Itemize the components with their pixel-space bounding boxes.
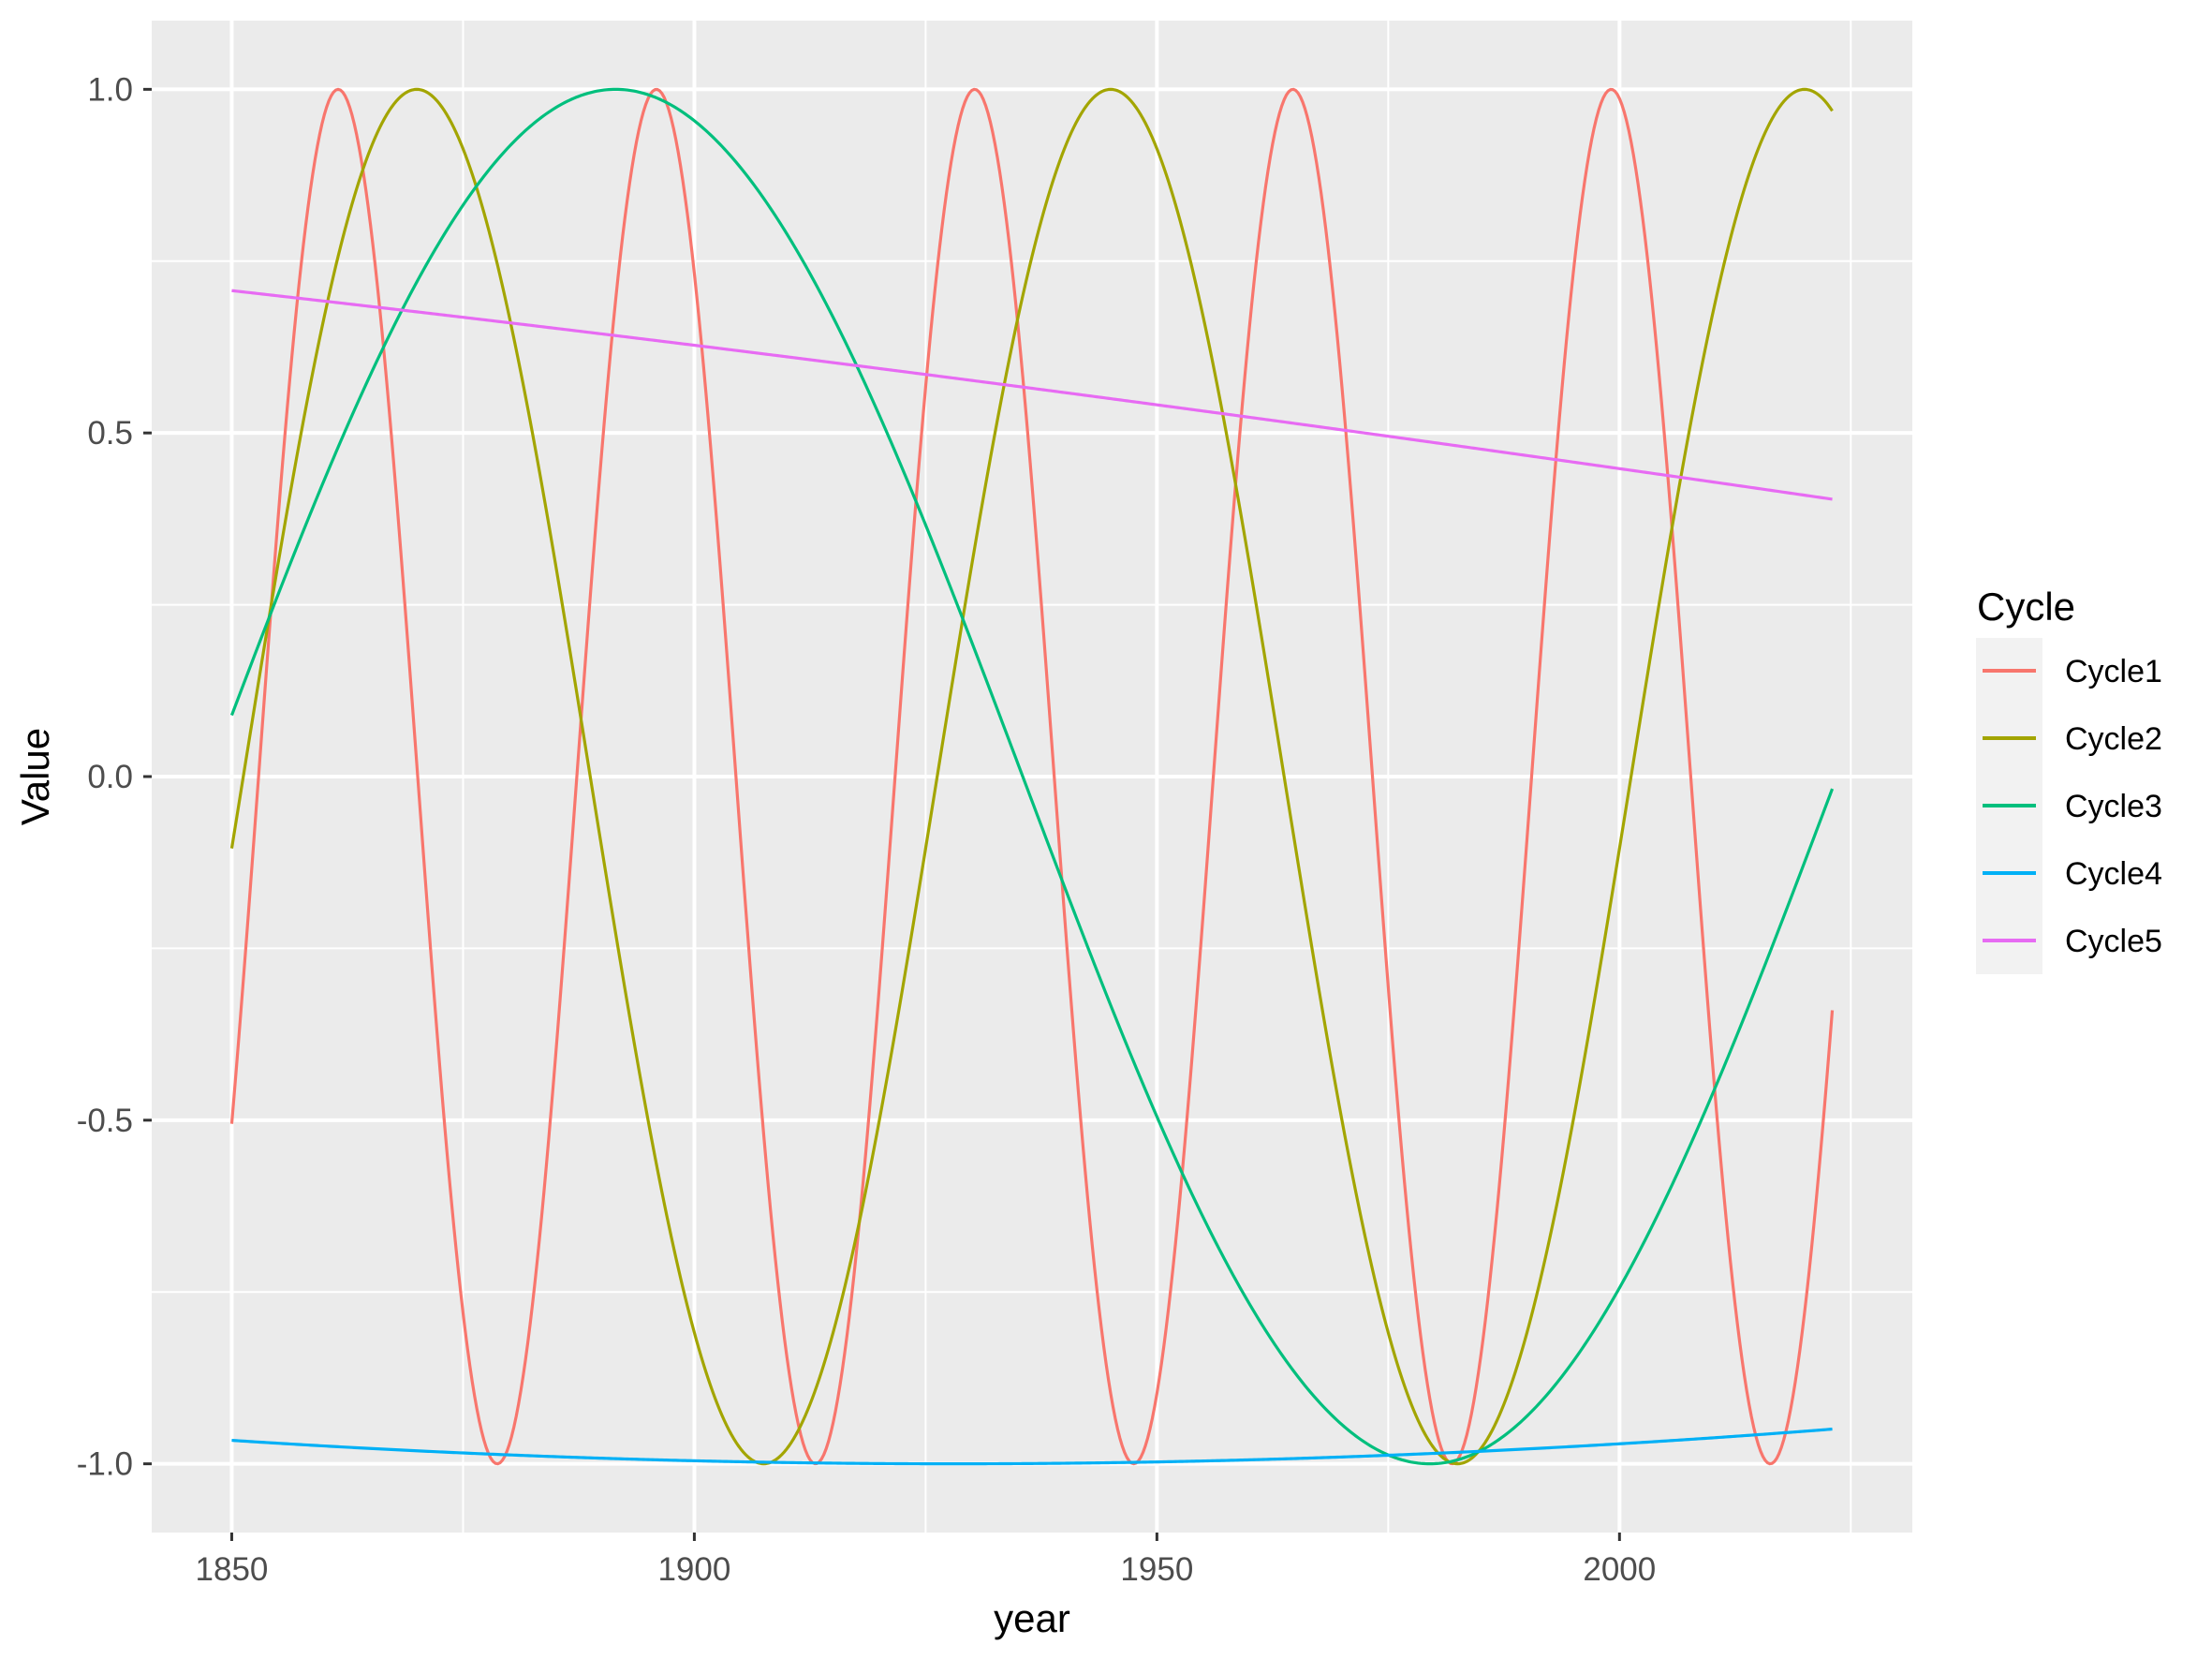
series-line-cycle3 <box>229 87 1835 1466</box>
x-axis-title: year <box>994 1596 1070 1640</box>
y-tick-label: 1.0 <box>87 71 133 108</box>
series-line-cycle1 <box>229 87 1835 1466</box>
legend-label: Cycle4 <box>2065 856 2162 892</box>
x-tick-label: 1950 <box>1120 1551 1193 1588</box>
x-tick-label: 1850 <box>196 1551 269 1588</box>
y-tick-label: -0.5 <box>77 1103 133 1139</box>
legend: Cycle Cycle1 Cycle2 Cycle3 Cycle4 Cycle5 <box>1976 585 2162 974</box>
legend-label: Cycle1 <box>2065 654 2162 689</box>
legend-item-cycle1: Cycle1 <box>1983 654 2162 689</box>
series-line-cycle2 <box>229 87 1834 1466</box>
x-tick-label: 2000 <box>1583 1551 1656 1588</box>
x-axis: 1850 1900 1950 2000 <box>196 1533 1656 1588</box>
legend-item-cycle4: Cycle4 <box>1983 856 2162 892</box>
legend-item-cycle3: Cycle3 <box>1983 789 2162 824</box>
legend-label: Cycle2 <box>2065 721 2162 757</box>
legend-label: Cycle5 <box>2065 924 2162 959</box>
legend-label: Cycle3 <box>2065 789 2162 824</box>
x-tick-label: 1900 <box>657 1551 730 1588</box>
legend-title: Cycle <box>1977 585 2075 629</box>
major-gridlines <box>152 21 1912 1533</box>
y-axis: -1.0 -0.5 0.0 0.5 1.0 <box>77 71 152 1483</box>
series-line-cycle4 <box>231 1427 1833 1466</box>
y-tick-label: -1.0 <box>77 1446 133 1483</box>
legend-item-cycle5: Cycle5 <box>1983 924 2162 959</box>
y-axis-title: Value <box>13 728 57 825</box>
series-lines <box>229 87 1835 1466</box>
legend-item-cycle2: Cycle2 <box>1983 721 2162 757</box>
y-tick-label: 0.5 <box>87 415 133 452</box>
y-tick-label: 0.0 <box>87 759 133 795</box>
series-line-cycle5 <box>231 289 1833 501</box>
